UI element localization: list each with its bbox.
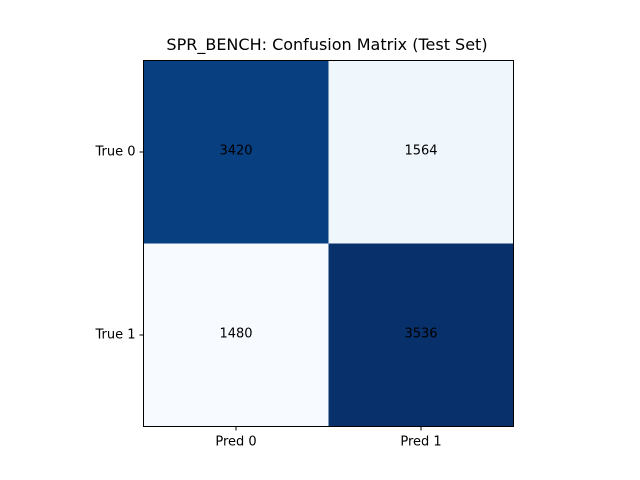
heatmap-cell-r1-c1 [328, 243, 514, 427]
heatmap-cells [143, 60, 514, 427]
chart-title: SPR_BENCH: Confusion Matrix (Test Set) [166, 35, 487, 55]
x-tick-label-1: Pred 1 [400, 435, 441, 450]
heatmap-cell-labels: 3420 1564 1480 3536 [219, 144, 437, 342]
y-tick-label-0: True 0 [94, 145, 135, 160]
cell-value-r0-c0: 3420 [219, 144, 252, 159]
y-tick-label-1: True 1 [94, 328, 135, 343]
x-axis-ticks: Pred 0 Pred 1 [215, 426, 442, 450]
heatmap-cell-r0-c0 [143, 60, 329, 244]
cell-value-r0-c1: 1564 [404, 144, 437, 159]
cell-value-r1-c1: 3536 [404, 327, 437, 342]
x-tick-label-0: Pred 0 [215, 435, 256, 450]
cell-value-r1-c0: 1480 [219, 327, 252, 342]
heatmap-cell-r1-c0 [143, 243, 329, 427]
plot-frame [143, 60, 514, 427]
heatmap-cell-r0-c1 [328, 60, 514, 244]
y-axis-ticks: True 0 True 1 [94, 145, 144, 343]
